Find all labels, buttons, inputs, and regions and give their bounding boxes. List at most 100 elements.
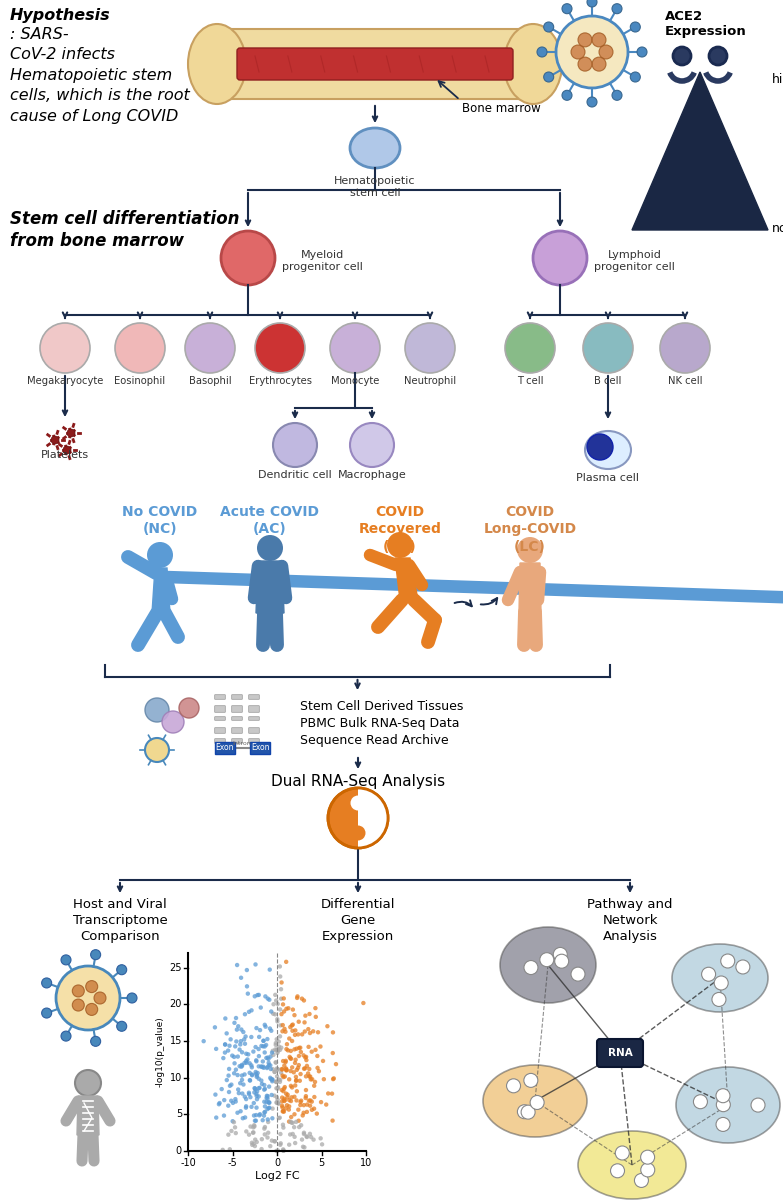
Circle shape [316,1069,321,1074]
Circle shape [289,1084,293,1088]
Circle shape [244,1058,248,1063]
Circle shape [524,960,538,974]
Circle shape [276,1148,280,1153]
Text: ACE2
Expression: ACE2 Expression [665,10,747,38]
Circle shape [269,1139,274,1142]
Circle shape [91,1037,101,1046]
Circle shape [250,1073,254,1078]
Circle shape [237,1048,242,1051]
Circle shape [315,1111,319,1116]
Circle shape [233,1021,236,1025]
Circle shape [286,1092,290,1097]
Circle shape [271,1012,276,1016]
Circle shape [312,1138,316,1142]
Circle shape [284,960,288,964]
Circle shape [227,1090,231,1094]
Circle shape [245,1057,250,1062]
Circle shape [267,1100,272,1105]
Circle shape [300,996,304,1001]
Circle shape [293,1028,298,1033]
Circle shape [257,1034,262,1039]
Circle shape [288,1133,292,1136]
Circle shape [232,1120,236,1124]
Text: Host and Viral
Transcriptome
Comparison: Host and Viral Transcriptome Comparison [73,898,168,943]
Circle shape [270,1078,275,1081]
Circle shape [239,976,244,980]
Circle shape [262,1127,266,1130]
Circle shape [720,954,734,968]
Circle shape [254,962,258,967]
Circle shape [229,1082,233,1087]
Circle shape [571,44,585,59]
Circle shape [266,1130,270,1135]
Circle shape [262,1050,267,1055]
Circle shape [283,1085,287,1090]
Text: Intron: Intron [233,740,251,746]
Circle shape [262,1039,265,1043]
Circle shape [301,1067,306,1070]
Circle shape [284,1067,289,1072]
Circle shape [295,996,299,1000]
Text: Dual RNA-Seq Analysis: Dual RNA-Seq Analysis [271,774,445,790]
Circle shape [314,1015,318,1019]
Circle shape [276,1067,280,1072]
FancyBboxPatch shape [232,706,242,713]
Circle shape [251,1100,256,1105]
Circle shape [305,1110,309,1114]
Circle shape [283,1060,287,1064]
Circle shape [288,1056,293,1061]
Text: Sequence Read Archive: Sequence Read Archive [300,734,449,746]
Circle shape [259,1044,264,1048]
Circle shape [254,1097,259,1102]
Circle shape [305,1134,309,1139]
Circle shape [294,1057,298,1062]
Circle shape [543,22,554,32]
Circle shape [287,1104,291,1109]
Circle shape [543,72,554,82]
Circle shape [235,1110,240,1115]
Circle shape [253,1138,258,1141]
Circle shape [270,1050,274,1055]
Circle shape [270,1079,275,1084]
Circle shape [292,1094,297,1099]
Circle shape [702,967,716,982]
Ellipse shape [585,431,631,469]
Circle shape [262,1099,266,1104]
Circle shape [301,1114,305,1117]
Circle shape [350,422,394,467]
Circle shape [266,1061,271,1066]
Circle shape [554,948,567,961]
Circle shape [275,1048,280,1052]
Circle shape [297,1124,301,1129]
Circle shape [291,1070,296,1074]
Text: B cell: B cell [594,376,622,386]
Ellipse shape [500,926,596,1003]
FancyBboxPatch shape [249,727,259,733]
Circle shape [270,1078,275,1082]
Circle shape [75,1070,101,1096]
Circle shape [283,1058,288,1063]
Circle shape [262,1082,266,1087]
Circle shape [223,1042,227,1046]
Circle shape [222,1050,227,1055]
Circle shape [67,428,75,437]
Circle shape [272,1070,276,1074]
Text: Eosinophil: Eosinophil [114,376,165,386]
Circle shape [85,1003,98,1015]
Circle shape [292,1124,296,1129]
Circle shape [236,1024,240,1028]
Circle shape [533,230,587,284]
Circle shape [630,22,640,32]
Circle shape [281,1075,286,1079]
Circle shape [274,1061,278,1064]
Circle shape [539,953,554,967]
Text: 10: 10 [170,1073,182,1082]
Circle shape [258,1006,263,1009]
Circle shape [304,1074,309,1079]
Circle shape [269,1009,273,1014]
Circle shape [301,1103,306,1108]
Circle shape [316,1066,319,1070]
Circle shape [261,1118,265,1122]
Circle shape [234,1039,239,1044]
Circle shape [295,995,300,998]
